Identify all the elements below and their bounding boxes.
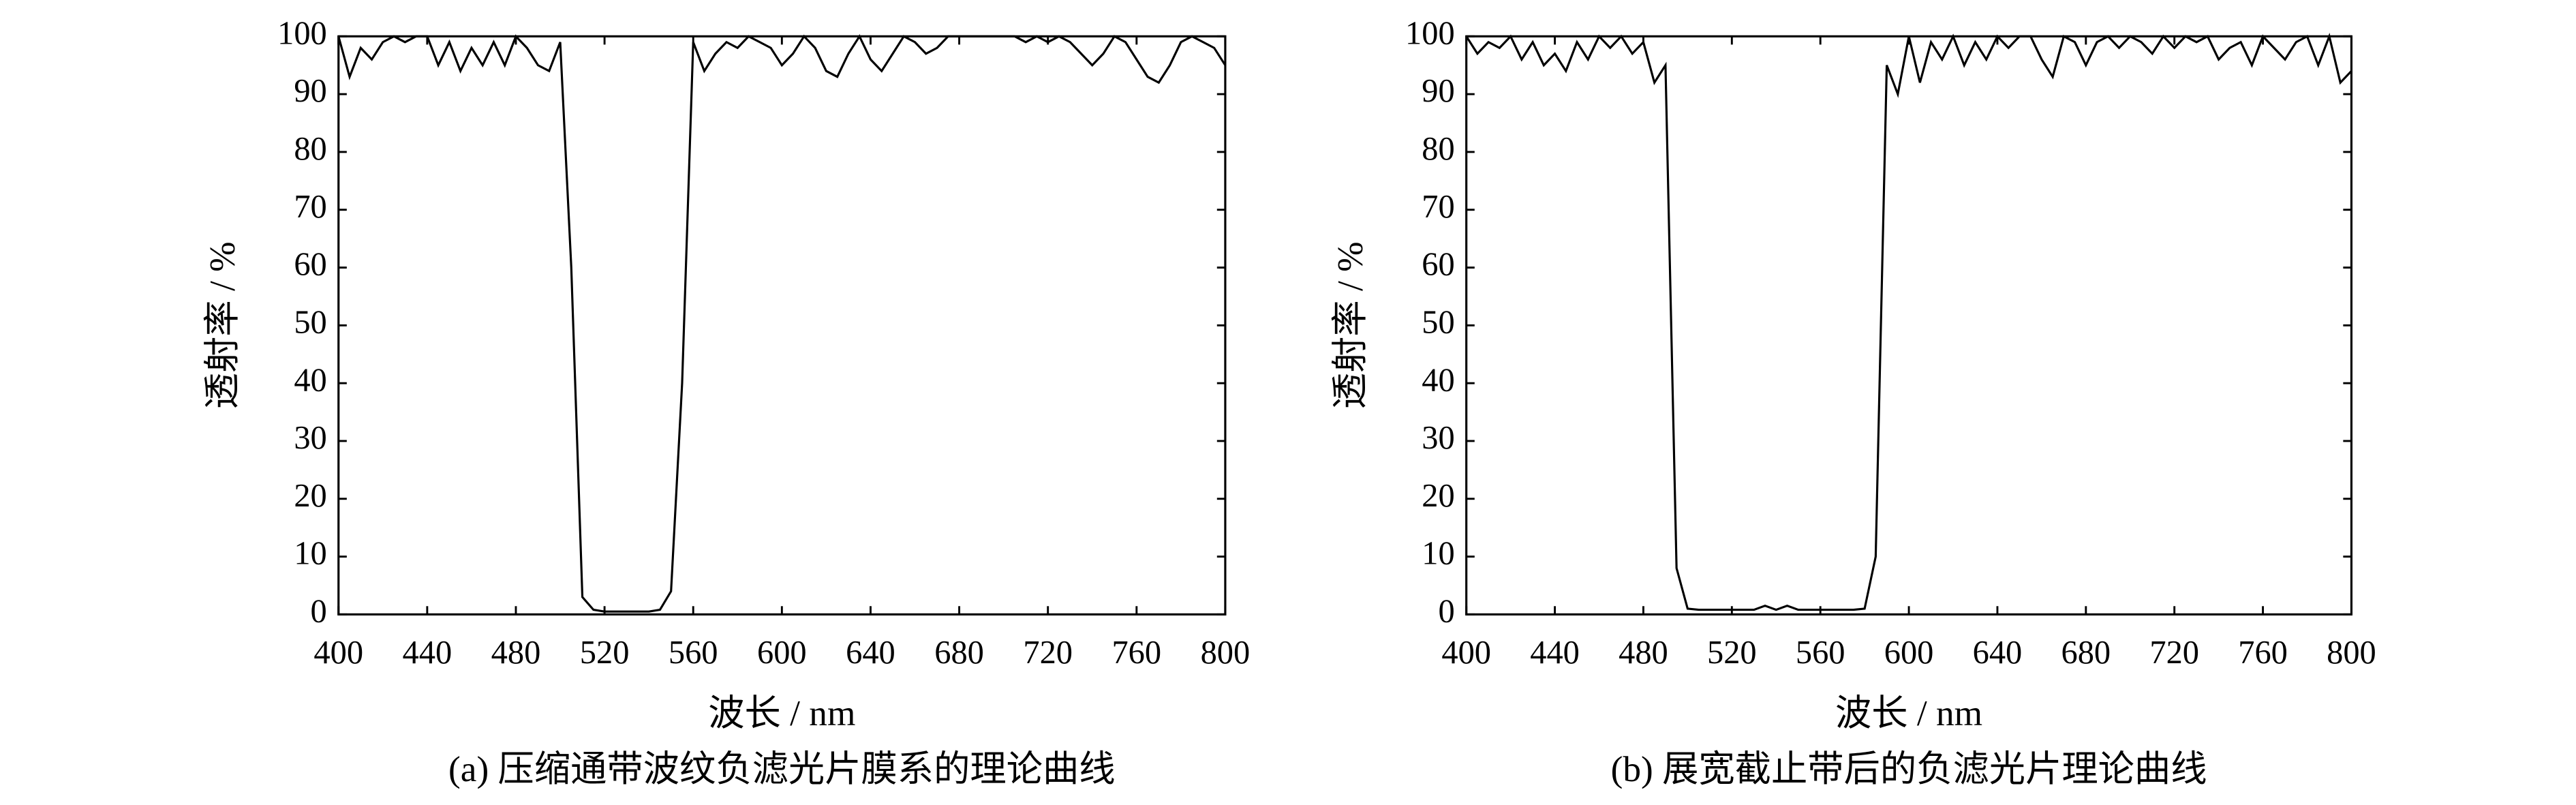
y-tick-label: 100 [277,15,327,51]
x-axis-label: 波长 / nm [1835,693,1982,733]
y-tick-label: 20 [294,478,326,514]
y-tick-label: 0 [1438,594,1454,630]
x-tick-label: 400 [313,635,363,671]
x-tick-label: 720 [1023,635,1073,671]
y-tick-label: 40 [1422,362,1454,398]
x-tick-label: 640 [1973,635,2023,671]
transmission-curve [337,34,1227,613]
x-tick-label: 440 [1530,635,1580,671]
x-tick-label: 400 [1441,635,1491,671]
y-tick-label: 50 [1422,304,1454,340]
x-tick-label: 600 [1884,635,1934,671]
x-axis-label: 波长 / nm [708,693,855,733]
x-tick-label: 800 [1201,635,1251,671]
x-tick-label: 480 [1619,635,1668,671]
x-tick-label: 480 [491,635,541,671]
y-tick-label: 100 [1405,15,1455,51]
x-tick-label: 680 [934,635,984,671]
x-tick-label: 720 [2149,635,2199,671]
y-tick-label: 10 [1422,536,1454,572]
y-tick-label: 10 [294,536,326,572]
y-tick-label: 80 [294,131,326,167]
y-tick-label: 50 [294,304,326,340]
x-tick-label: 760 [1111,635,1161,671]
y-tick-label: 70 [1422,189,1454,225]
y-tick-label: 20 [1422,478,1454,514]
x-tick-label: 600 [757,635,807,671]
x-tick-label: 800 [2327,635,2376,671]
x-tick-label: 520 [1707,635,1757,671]
caption: (b) 展宽截止带后的负滤光片理论曲线 [1611,749,2207,789]
x-tick-label: 520 [580,635,630,671]
x-tick-label: 760 [2238,635,2288,671]
y-tick-label: 70 [294,189,326,225]
y-tick-label: 60 [1422,247,1454,283]
x-tick-label: 440 [403,635,453,671]
y-tick-label: 80 [1422,131,1454,167]
caption: (a) 压缩通带波纹负滤光片膜系的理论曲线 [448,749,1116,789]
y-tick-label: 40 [294,362,326,398]
transmission-curve [1465,32,2352,611]
x-tick-label: 640 [846,635,895,671]
plot-frame [1465,35,2353,616]
y-tick-label: 30 [294,420,326,456]
y-tick-label: 0 [311,594,327,630]
y-axis-label: 透射率 / % [202,241,243,409]
y-tick-label: 90 [1422,73,1454,109]
plot-frame [337,35,1227,616]
x-tick-label: 560 [1796,635,1845,671]
y-tick-label: 30 [1422,420,1454,456]
y-tick-label: 90 [294,73,326,109]
x-tick-label: 680 [2061,635,2111,671]
y-tick-label: 60 [294,247,326,283]
x-tick-label: 560 [669,635,718,671]
y-axis-label: 透射率 / % [1330,241,1370,409]
